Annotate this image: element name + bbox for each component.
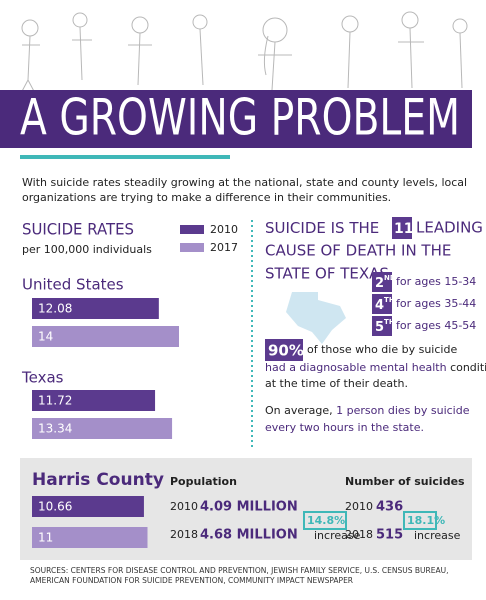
average-highlight: 1 person dies by suicide	[336, 404, 470, 417]
change-box	[303, 511, 347, 530]
fact-line3: STATE OF TEXAS.	[265, 265, 394, 283]
fact-lead: SUICIDE IS THE	[265, 219, 379, 237]
title-underline	[20, 155, 230, 159]
average-text: On average,	[265, 404, 333, 417]
stat-year: 2018	[345, 528, 373, 541]
legend-swatch	[180, 243, 204, 252]
stat-line3: at the time of their death.	[265, 377, 408, 390]
chart-subtitle: per 100,000 individuals	[22, 243, 152, 256]
stat-text: of those who die by suicide	[307, 343, 457, 356]
sources: SOURCES: CENTERS FOR DISEASE CONTROL AND…	[30, 566, 449, 585]
bar-value-label: 10.66	[38, 500, 72, 514]
bar	[32, 418, 173, 439]
stat-value: 4.68 MILLION	[200, 528, 298, 543]
bar	[32, 496, 144, 517]
age-label: for ages 45-54	[396, 319, 476, 332]
age-rank-box	[372, 294, 392, 314]
chart-title: SUICIDE RATES	[22, 220, 134, 239]
fact-line: SUICIDE IS THE	[265, 219, 379, 237]
average-line1: On average, 1 person dies by suicide	[265, 404, 470, 417]
age-rank: 4TH	[375, 296, 395, 313]
illustration	[19, 11, 468, 96]
stat-title: Population	[170, 475, 237, 488]
age-rank-box	[372, 316, 392, 336]
bar	[32, 298, 159, 319]
rank-suffix: TH	[413, 220, 424, 228]
age-rank: 2ND	[375, 274, 396, 291]
stat-value: 436	[376, 500, 403, 515]
age-rank-number: 4	[375, 298, 384, 313]
age-rank-suffix: TH	[384, 296, 395, 304]
change-value: 18.1%	[407, 514, 445, 527]
stat-line2: had a diagnosable mental health conditio…	[265, 361, 486, 374]
title: A GROWING PROBLEM	[20, 89, 460, 147]
bar-value-label: 13.34	[38, 422, 72, 436]
stat-box	[265, 339, 303, 361]
fact-lead-end: LEADING	[416, 219, 483, 237]
stat-year: 2018	[170, 528, 198, 541]
stat-year: 2010	[345, 500, 373, 513]
age-rank-number: 5	[375, 320, 384, 335]
average-line2: every two hours in the state.	[265, 421, 424, 434]
rank: 11TH	[394, 220, 424, 237]
stat-value: 90%	[268, 342, 304, 360]
bar-value-label: 11.72	[38, 394, 72, 408]
rank-box	[392, 217, 412, 239]
bar	[32, 527, 148, 548]
stat-year: 2010	[170, 500, 198, 513]
title-banner	[0, 90, 472, 148]
age-label: for ages 15-34	[396, 275, 476, 288]
bar-value-label: 11	[38, 531, 53, 545]
change-value: 14.8%	[307, 514, 345, 527]
stat-highlight: had a diagnosable mental health	[265, 361, 447, 374]
rank-number: 11	[394, 221, 413, 237]
category-label: United States	[22, 276, 124, 294]
intro: With suicide rates steadily growing at t…	[22, 176, 468, 204]
bar	[32, 390, 156, 411]
age-rank-box	[372, 272, 392, 292]
age-rank-number: 2	[375, 276, 384, 291]
stat-text: condition	[450, 361, 486, 374]
bar	[32, 326, 179, 347]
stat-value: 4.09 MILLION	[200, 500, 298, 515]
change-box	[403, 511, 437, 530]
change-label: increase	[414, 529, 461, 542]
legend-label: 2010	[210, 223, 238, 236]
texas-map	[286, 292, 346, 344]
bar-value-label: 14	[38, 330, 53, 344]
age-rank-suffix: ND	[384, 274, 396, 282]
stat-value: 515	[376, 528, 403, 543]
category-label: Texas	[21, 369, 64, 387]
legend-label: 2017	[210, 241, 238, 254]
change-label: increase	[314, 529, 361, 542]
legend-swatch	[180, 225, 204, 234]
age-rank-suffix: TH	[384, 318, 395, 326]
stat-title: Number of suicides	[345, 475, 465, 488]
age-label: for ages 35-44	[396, 297, 476, 310]
bar-value-label: 12.08	[38, 302, 72, 316]
fact-line2: CAUSE OF DEATH IN THE	[265, 242, 451, 260]
age-rank: 5TH	[375, 318, 395, 335]
stat-line1: of those who die by suicide	[307, 343, 457, 356]
category-label: Harris County	[32, 470, 164, 490]
